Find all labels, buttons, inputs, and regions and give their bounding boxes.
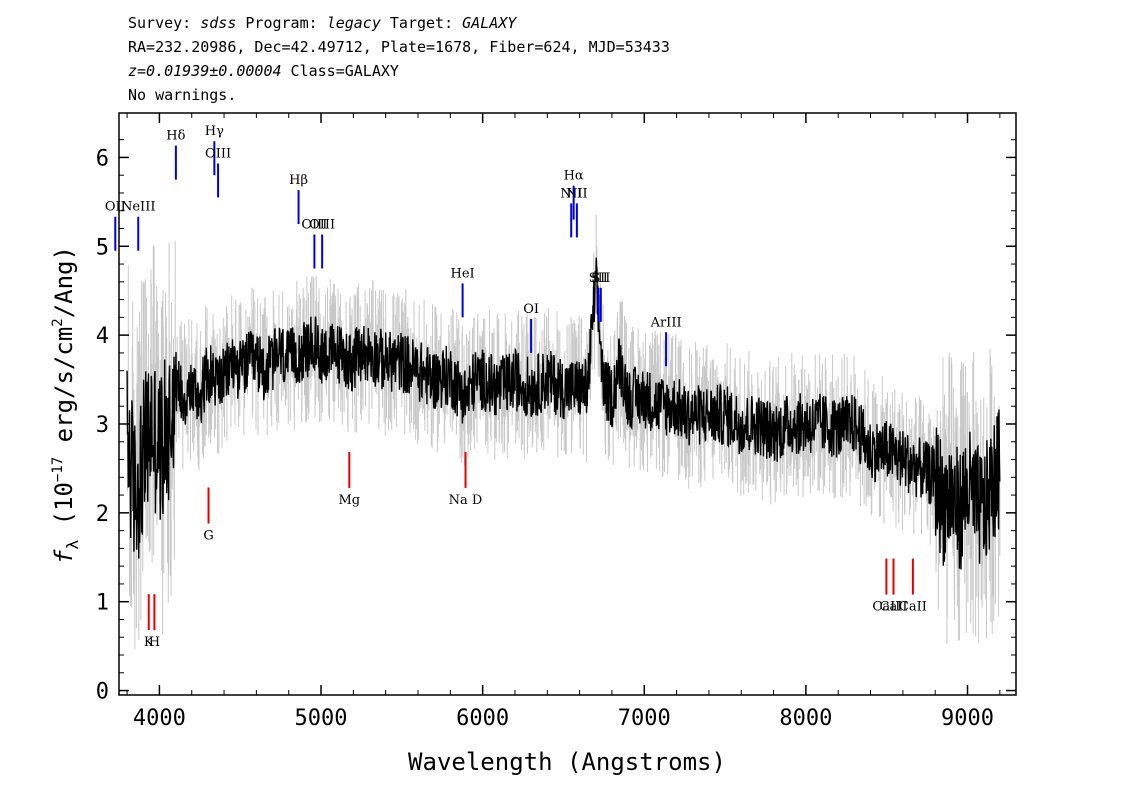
survey-label: Survey: [128, 14, 201, 32]
y-tick-label: 0 [96, 680, 109, 705]
x-tick-label: 6000 [456, 706, 509, 731]
program-label: Program: [236, 14, 327, 32]
x-tick-label: 8000 [779, 706, 832, 731]
axis-ticks: 4000 5000 6000 7000 8000 9000 0 1 2 3 4 5 6 [96, 113, 1016, 731]
y-tick-label: 5 [96, 235, 109, 260]
x-tick-label: 5000 [295, 706, 348, 731]
y-axis-title-rest: (10 [50, 482, 78, 540]
plot-frame [118, 112, 1017, 696]
emission-line-label: Hδ [166, 129, 185, 144]
y-tick-label: 1 [96, 591, 109, 616]
target-label: Target: [380, 14, 463, 32]
emission-line-label: Hγ [205, 124, 224, 139]
target-value: GALAXY [462, 14, 517, 32]
emission-line-label: OI [523, 302, 539, 317]
flux-trace [126, 257, 1001, 570]
header-line-4: No warnings. [128, 86, 237, 104]
x-tick-label: 7000 [618, 706, 671, 731]
emission-line-label: HeI [451, 266, 475, 281]
x-tick-label: 9000 [941, 706, 994, 731]
y-tick-label: 2 [96, 502, 109, 527]
y-axis-title-rest2: erg/s/cm [50, 327, 78, 457]
survey-value: sdss [200, 14, 237, 32]
emission-line-label: OIII [301, 218, 327, 233]
absorption-line-label: CaII [880, 600, 908, 615]
emission-line-label: Hα [564, 169, 584, 184]
y-axis-title-exp: −17 [50, 457, 66, 482]
header-line-2: RA=232.20986, Dec=42.49712, Plate=1678, … [128, 38, 670, 56]
flux-layer [126, 257, 1001, 570]
error-layer [126, 214, 1001, 650]
error-trace [126, 214, 1001, 650]
absorption-line-label: H [149, 635, 160, 650]
emission-line-label: SII [589, 271, 608, 286]
y-tick-label: 6 [96, 146, 109, 171]
y-axis-title: fλ (10−17 erg/s/cm2/Ang) [50, 246, 82, 564]
emission-line-label: NeIII [121, 200, 155, 215]
emission-line-label: NII [560, 186, 582, 201]
emission-line-label: Hβ [289, 173, 308, 188]
absorption-line-label: Mg [338, 493, 360, 508]
emission-line-label: ArIII [650, 315, 682, 330]
y-axis-title-sub: λ [63, 540, 82, 550]
absorption-line-label: CaII [899, 600, 927, 615]
emission-line-label: OIII [309, 218, 335, 233]
header-line-3: z=0.01939±0.00004 Class=GALAXY [128, 62, 399, 80]
emission-line-label: SII [591, 271, 610, 286]
y-axis-title-f: f [50, 549, 78, 564]
class-value: Class=GALAXY [281, 62, 399, 80]
absorption-line-label: K [144, 635, 154, 650]
y-tick-label: 3 [96, 413, 109, 438]
program-value: legacy [326, 14, 381, 32]
emission-line-label: NII [566, 186, 588, 201]
header-line-1: Survey: sdss Program: legacy Target: GAL… [128, 14, 516, 32]
absorption-line-label: G [203, 529, 213, 544]
absorption-line-label: Na D [449, 493, 483, 508]
x-tick-label: 4000 [133, 706, 186, 731]
redshift-value: z=0.01939±0.00004 [128, 62, 282, 80]
emission-line-label: OIII [205, 146, 231, 161]
y-axis-title-exp2: 2 [50, 318, 66, 326]
x-axis-title: Wavelength (Angstroms) [408, 748, 726, 776]
absorption-line-label: CaII [872, 600, 900, 615]
y-axis-title-rest3: /Ang) [50, 246, 78, 318]
y-tick-label: 4 [96, 324, 109, 349]
